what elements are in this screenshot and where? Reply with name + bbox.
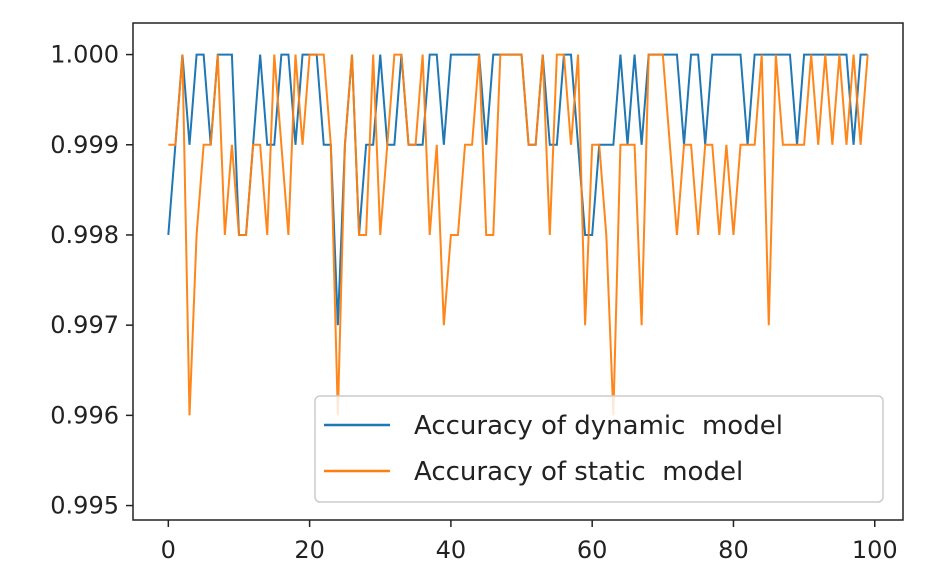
y-axis: 0.995 0.996 0.997 0.998 0.999 1.000	[50, 41, 133, 520]
series-line-static	[168, 53, 869, 416]
x-axis: 0 20 40 60 80 100	[161, 520, 898, 564]
x-tick-label: 80	[718, 536, 749, 564]
y-tick-label: 0.999	[50, 131, 119, 159]
x-tick-label: 40	[436, 536, 467, 564]
x-tick-label: 100	[852, 536, 898, 564]
y-tick-label: 0.995	[50, 492, 119, 520]
legend: Accuracy of dynamic model Accuracy of st…	[314, 395, 884, 503]
legend-label-dynamic: Accuracy of dynamic model	[414, 411, 783, 441]
plot-area-frame	[132, 22, 904, 521]
legend-label-static: Accuracy of static model	[414, 457, 743, 487]
y-tick-label: 1.000	[50, 41, 119, 69]
y-tick-label: 0.998	[50, 221, 119, 249]
series-layer	[167, 53, 869, 416]
y-tick-label: 0.997	[50, 311, 119, 339]
y-tick-label: 0.996	[50, 401, 119, 429]
x-tick-label: 20	[294, 536, 325, 564]
x-tick-label: 0	[161, 536, 176, 564]
x-tick-label: 60	[577, 536, 608, 564]
legend-box	[314, 395, 884, 503]
